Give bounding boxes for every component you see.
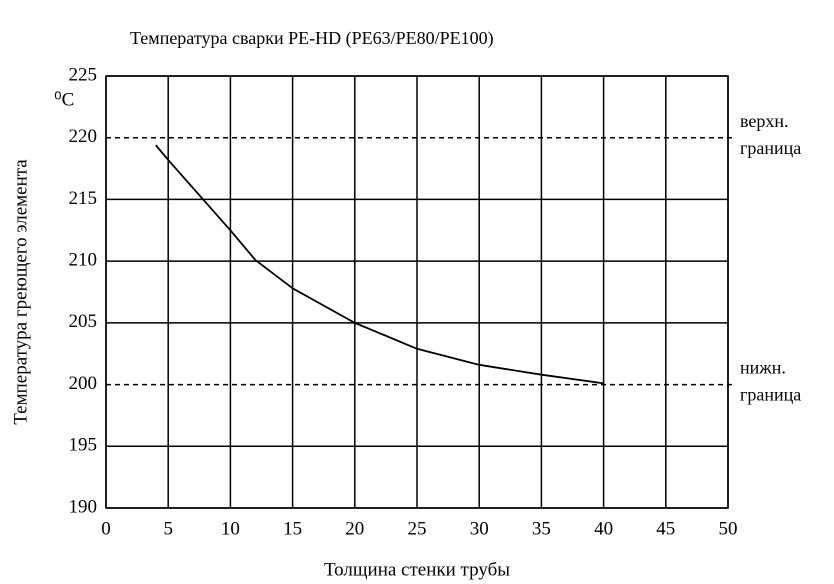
y-unit: ⁰C (54, 89, 74, 110)
x-tick-label: 35 (532, 518, 551, 539)
x-tick-label: 30 (470, 518, 489, 539)
y-axis-label: Температура греющего элемента (10, 159, 31, 425)
y-tick-label: 205 (69, 311, 98, 332)
limit-label: нижн. (740, 358, 786, 378)
x-tick-label: 50 (719, 518, 738, 539)
y-tick-label: 215 (69, 188, 98, 209)
x-axis-label: Толщина стенки трубы (324, 559, 510, 580)
x-tick-label: 45 (656, 518, 675, 539)
data-line (155, 144, 604, 385)
chart-title: Температура сварки PE-HD (PE63/PE80/PE10… (130, 28, 494, 49)
x-tick-label: 0 (101, 518, 111, 539)
x-tick-label: 20 (345, 518, 364, 539)
y-tick-label: 200 (69, 373, 98, 394)
y-tick-label: 190 (69, 496, 98, 517)
plot-frame (105, 75, 729, 509)
limit-label: граница (740, 138, 801, 158)
y-tick-label: 220 (69, 126, 98, 147)
y-tick-label: 225 (69, 64, 98, 85)
x-tick-label: 15 (283, 518, 302, 539)
x-tick-label: 10 (221, 518, 240, 539)
limit-label: верхн. (740, 111, 789, 131)
x-tick-label: 5 (163, 518, 173, 539)
y-tick-label: 195 (69, 435, 98, 456)
limit-label: граница (740, 385, 801, 405)
y-tick-label: 210 (69, 250, 98, 271)
x-tick-label: 25 (408, 518, 427, 539)
x-tick-label: 40 (594, 518, 613, 539)
